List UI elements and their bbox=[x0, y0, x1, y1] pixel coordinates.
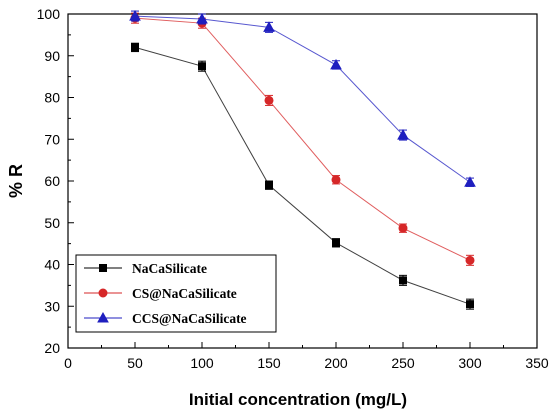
legend-marker bbox=[99, 264, 107, 272]
data-point bbox=[398, 223, 408, 233]
data-point bbox=[330, 58, 342, 70]
y-tick-label: 20 bbox=[44, 340, 60, 356]
series-layer bbox=[129, 10, 476, 310]
data-point bbox=[332, 238, 340, 247]
x-tick-label: 200 bbox=[324, 355, 348, 371]
series-CS@NaCaSilicate bbox=[130, 12, 475, 266]
data-point bbox=[264, 95, 274, 105]
data-point bbox=[196, 12, 208, 24]
y-tick-label: 40 bbox=[44, 257, 60, 273]
series-line bbox=[134, 17, 471, 261]
y-tick-label: 70 bbox=[44, 131, 60, 147]
y-tick-label: 80 bbox=[44, 90, 60, 106]
x-tick-label: 350 bbox=[525, 355, 549, 371]
legend: NaCaSilicate CS@NaCaSilicate CCS@NaCaSilic… bbox=[75, 254, 277, 333]
data-point bbox=[129, 10, 141, 21]
legend-entry: CS@NaCaSilicate bbox=[132, 286, 237, 301]
legend-marker bbox=[98, 288, 108, 298]
series-line bbox=[134, 15, 471, 183]
series-CCS@NaCaSilicate bbox=[129, 10, 476, 187]
data-point bbox=[399, 276, 407, 285]
y-tick-label: 50 bbox=[44, 215, 60, 231]
legend-marker bbox=[97, 311, 109, 323]
y-tick-label: 60 bbox=[44, 173, 60, 189]
data-point bbox=[265, 181, 273, 190]
data-point bbox=[331, 175, 341, 185]
axes: 0 50 100 150 200 250 300 350 20 30 40 50 60 70 80 90 100 bbox=[37, 6, 549, 371]
data-point bbox=[131, 43, 139, 52]
data-point bbox=[464, 176, 476, 187]
x-tick-label: 150 bbox=[257, 355, 281, 371]
x-tick-label: 300 bbox=[458, 355, 482, 371]
data-point bbox=[198, 62, 206, 71]
y-axis-title: % R bbox=[6, 164, 26, 198]
series-NaCaSilicate bbox=[131, 42, 474, 310]
y-tick-label: 90 bbox=[44, 48, 60, 64]
y-tick-label: 100 bbox=[37, 6, 61, 22]
x-tick-label: 50 bbox=[127, 355, 143, 371]
data-point bbox=[465, 255, 475, 265]
data-point bbox=[263, 21, 275, 32]
data-point bbox=[397, 129, 409, 140]
x-tick-label: 250 bbox=[391, 355, 415, 371]
x-tick-label: 0 bbox=[64, 355, 72, 371]
legend-entry: CCS@NaCaSilicate bbox=[132, 311, 247, 326]
series-line bbox=[134, 46, 471, 305]
x-tick-label: 100 bbox=[190, 355, 214, 371]
x-axis-title: Initial concentration (mg/L) bbox=[189, 390, 407, 409]
legend-entry: NaCaSilicate bbox=[132, 261, 207, 276]
y-tick-label: 30 bbox=[44, 298, 60, 314]
data-point bbox=[466, 300, 474, 309]
